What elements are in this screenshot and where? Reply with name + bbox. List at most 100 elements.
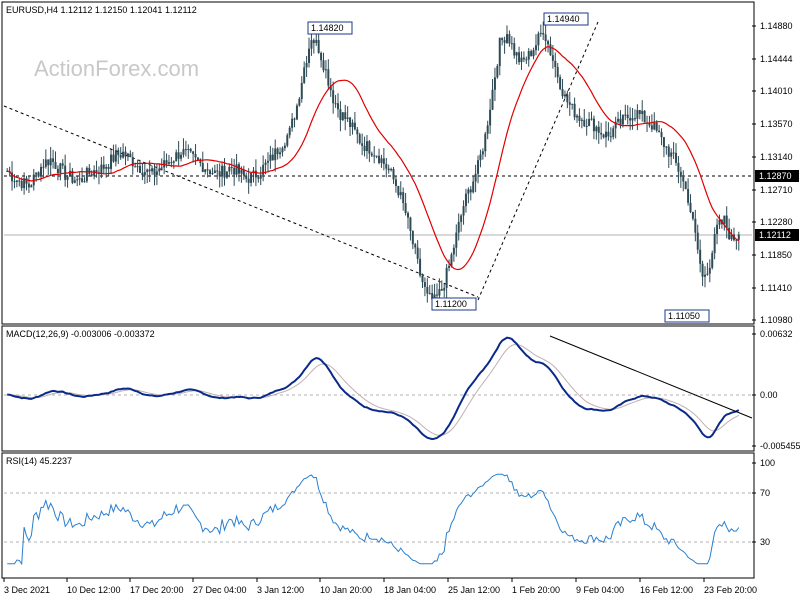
candle-body — [351, 122, 354, 127]
candle-body — [30, 185, 33, 188]
high-annotation-2: 1.14940 — [543, 12, 589, 26]
x-tick-label: 18 Jan 04:00 — [384, 585, 436, 595]
candle-body — [18, 180, 21, 182]
candle-body — [358, 134, 361, 144]
candle-body — [414, 244, 417, 248]
candle-body — [638, 110, 641, 115]
candle-body — [308, 48, 311, 63]
candle-body — [662, 137, 665, 147]
candle-body — [467, 189, 470, 194]
candle-body — [713, 234, 716, 254]
candle-body — [711, 253, 714, 268]
candle-body — [356, 129, 359, 135]
candle-body — [592, 118, 595, 132]
macd-main-line — [7, 336, 740, 441]
candle-body — [460, 215, 463, 222]
candle-body — [580, 119, 583, 121]
candle-body — [37, 172, 40, 177]
candle-body — [281, 148, 284, 153]
candle-body — [315, 40, 318, 44]
candle-body — [687, 189, 690, 203]
candle-body — [122, 151, 125, 158]
candle-body — [68, 170, 71, 177]
price-tick-label: 1.12280 — [760, 217, 793, 227]
candle-body — [450, 254, 453, 266]
candle-body — [737, 234, 740, 240]
candle-body — [694, 218, 697, 233]
candle-body — [225, 171, 228, 178]
high-annotation-1: 1.14820 — [307, 21, 353, 35]
candle-body — [71, 170, 74, 183]
macd-tick-label: -0.005455 — [760, 441, 800, 451]
candle-body — [49, 158, 52, 166]
candle-body — [537, 33, 540, 46]
macd-title: MACD(12,26,9) -0.003006 -0.003372 — [6, 329, 155, 339]
candle-body — [42, 166, 45, 168]
candle-body — [617, 118, 620, 122]
candle-body — [385, 163, 388, 169]
candle-body — [440, 289, 443, 291]
candle-body — [52, 158, 55, 162]
candle-body — [139, 166, 142, 173]
candle-body — [590, 118, 593, 120]
candle-body — [259, 174, 262, 179]
candle-body — [650, 125, 653, 130]
candle-body — [481, 151, 484, 155]
candle-body — [242, 169, 245, 176]
x-tick-label: 3 Jan 12:00 — [257, 585, 304, 595]
candle-body — [90, 174, 93, 176]
candle-body — [81, 178, 84, 182]
candle-body — [675, 152, 678, 163]
level-price-text: 1.12870 — [759, 171, 792, 181]
candle-body — [506, 34, 509, 43]
candle-body — [170, 162, 173, 164]
candle-body — [143, 171, 146, 176]
candle-body — [119, 155, 122, 158]
price-tick-label: 1.14880 — [760, 21, 793, 31]
x-tick-label: 3 Dec 2021 — [4, 585, 50, 595]
candle-body — [129, 153, 132, 158]
candle-body — [390, 168, 393, 171]
high-label-2: 1.14940 — [547, 14, 580, 24]
candle-body — [561, 89, 564, 97]
candle-body — [172, 161, 175, 163]
candle-body — [696, 232, 699, 250]
macd-signal-line — [7, 343, 740, 436]
candle-body — [153, 168, 156, 175]
candle-body — [194, 154, 197, 158]
candle-body — [228, 167, 231, 172]
candle-body — [691, 211, 694, 219]
candle-body — [525, 59, 528, 61]
current-price-box: 1.12112 — [755, 229, 799, 241]
candle-body — [409, 217, 412, 232]
candle-body — [324, 69, 327, 71]
candle-body — [728, 227, 731, 240]
candle-body — [131, 157, 134, 167]
candle-body — [682, 176, 685, 182]
candle-body — [76, 179, 79, 181]
candle-body — [631, 118, 634, 121]
candle-body — [556, 66, 559, 78]
candle-body — [370, 153, 373, 156]
candle-body — [510, 43, 513, 45]
candle-body — [578, 115, 581, 121]
candle-body — [110, 154, 113, 169]
candle-body — [257, 177, 260, 179]
candle-body — [283, 145, 286, 149]
candle-body — [310, 40, 313, 49]
candle-body — [503, 40, 506, 43]
candle-body — [600, 132, 603, 135]
candle-body — [180, 154, 183, 159]
candle-body — [117, 150, 120, 156]
candle-body — [78, 178, 81, 180]
candle-body — [725, 215, 728, 228]
candle-body — [612, 128, 615, 137]
axis-layer: 1.14880 1.14444 1.14010 1.13570 1.13140 1.127… — [3, 21, 800, 595]
candle-body — [27, 183, 30, 188]
candle-body — [677, 162, 680, 172]
candle-body — [167, 162, 170, 164]
candle-body — [286, 135, 289, 146]
candle-body — [329, 85, 332, 91]
x-tick-label: 17 Dec 20:00 — [130, 585, 184, 595]
candle-body — [419, 258, 422, 276]
